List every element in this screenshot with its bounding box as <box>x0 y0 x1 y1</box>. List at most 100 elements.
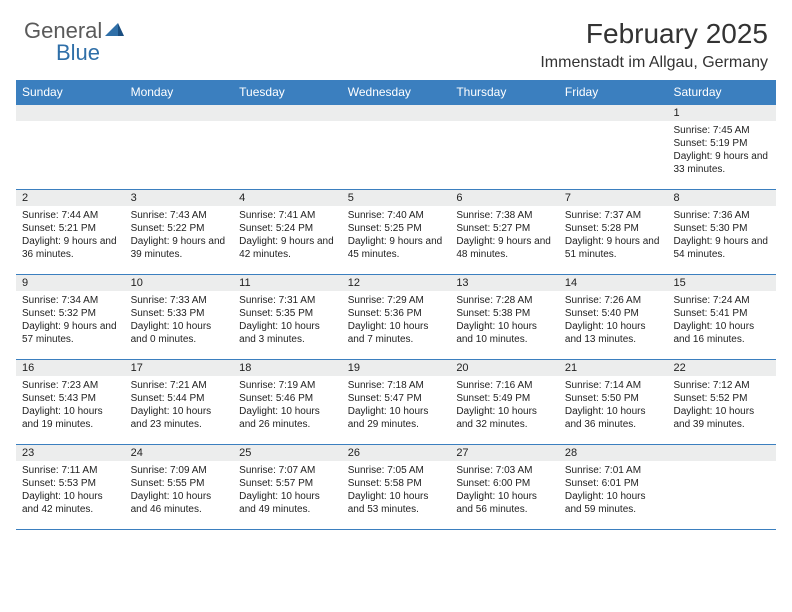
daylight-text: Daylight: 10 hours and 56 minutes. <box>456 490 553 516</box>
sunrise-text: Sunrise: 7:45 AM <box>673 124 770 137</box>
sunrise-text: Sunrise: 7:26 AM <box>565 294 662 307</box>
day-number: 2 <box>16 190 125 206</box>
daylight-text: Daylight: 10 hours and 46 minutes. <box>131 490 228 516</box>
daylight-text: Daylight: 10 hours and 3 minutes. <box>239 320 336 346</box>
sunset-text: Sunset: 5:22 PM <box>131 222 228 235</box>
daylight-text: Daylight: 10 hours and 32 minutes. <box>456 405 553 431</box>
day-body: Sunrise: 7:41 AMSunset: 5:24 PMDaylight:… <box>233 206 342 265</box>
sunrise-text: Sunrise: 7:41 AM <box>239 209 336 222</box>
sunrise-text: Sunrise: 7:14 AM <box>565 379 662 392</box>
day-cell <box>342 105 451 189</box>
day-number <box>342 105 451 121</box>
sunrise-text: Sunrise: 7:31 AM <box>239 294 336 307</box>
day-cell <box>450 105 559 189</box>
day-number: 16 <box>16 360 125 376</box>
day-body: Sunrise: 7:34 AMSunset: 5:32 PMDaylight:… <box>16 291 125 350</box>
sunrise-text: Sunrise: 7:23 AM <box>22 379 119 392</box>
day-body: Sunrise: 7:26 AMSunset: 5:40 PMDaylight:… <box>559 291 668 350</box>
daylight-text: Daylight: 9 hours and 48 minutes. <box>456 235 553 261</box>
sunrise-text: Sunrise: 7:07 AM <box>239 464 336 477</box>
location-label: Immenstadt im Allgau, Germany <box>540 54 768 72</box>
daylight-text: Daylight: 10 hours and 13 minutes. <box>565 320 662 346</box>
daylight-text: Daylight: 9 hours and 57 minutes. <box>22 320 119 346</box>
sunset-text: Sunset: 5:36 PM <box>348 307 445 320</box>
day-cell: 2Sunrise: 7:44 AMSunset: 5:21 PMDaylight… <box>16 190 125 274</box>
day-body: Sunrise: 7:23 AMSunset: 5:43 PMDaylight:… <box>16 376 125 435</box>
daylight-text: Daylight: 9 hours and 54 minutes. <box>673 235 770 261</box>
day-number: 10 <box>125 275 234 291</box>
sunset-text: Sunset: 5:53 PM <box>22 477 119 490</box>
day-cell: 20Sunrise: 7:16 AMSunset: 5:49 PMDayligh… <box>450 360 559 444</box>
day-body: Sunrise: 7:19 AMSunset: 5:46 PMDaylight:… <box>233 376 342 435</box>
daylight-text: Daylight: 10 hours and 42 minutes. <box>22 490 119 516</box>
day-number: 18 <box>233 360 342 376</box>
day-number <box>233 105 342 121</box>
day-number: 1 <box>667 105 776 121</box>
sunset-text: Sunset: 5:44 PM <box>131 392 228 405</box>
sunset-text: Sunset: 5:40 PM <box>565 307 662 320</box>
day-number: 24 <box>125 445 234 461</box>
day-number: 8 <box>667 190 776 206</box>
day-cell <box>667 445 776 529</box>
sunset-text: Sunset: 5:43 PM <box>22 392 119 405</box>
day-cell <box>559 105 668 189</box>
day-cell: 4Sunrise: 7:41 AMSunset: 5:24 PMDaylight… <box>233 190 342 274</box>
day-number: 22 <box>667 360 776 376</box>
daylight-text: Daylight: 10 hours and 19 minutes. <box>22 405 119 431</box>
day-cell <box>16 105 125 189</box>
sunrise-text: Sunrise: 7:44 AM <box>22 209 119 222</box>
day-cell: 21Sunrise: 7:14 AMSunset: 5:50 PMDayligh… <box>559 360 668 444</box>
daylight-text: Daylight: 9 hours and 42 minutes. <box>239 235 336 261</box>
logo: General Blue <box>24 18 127 44</box>
sunset-text: Sunset: 5:46 PM <box>239 392 336 405</box>
day-body: Sunrise: 7:44 AMSunset: 5:21 PMDaylight:… <box>16 206 125 265</box>
day-number: 6 <box>450 190 559 206</box>
day-cell: 25Sunrise: 7:07 AMSunset: 5:57 PMDayligh… <box>233 445 342 529</box>
sunrise-text: Sunrise: 7:33 AM <box>131 294 228 307</box>
day-cell: 24Sunrise: 7:09 AMSunset: 5:55 PMDayligh… <box>125 445 234 529</box>
daylight-text: Daylight: 10 hours and 7 minutes. <box>348 320 445 346</box>
sunset-text: Sunset: 5:49 PM <box>456 392 553 405</box>
sunrise-text: Sunrise: 7:28 AM <box>456 294 553 307</box>
day-cell: 22Sunrise: 7:12 AMSunset: 5:52 PMDayligh… <box>667 360 776 444</box>
sunset-text: Sunset: 5:28 PM <box>565 222 662 235</box>
day-cell: 23Sunrise: 7:11 AMSunset: 5:53 PMDayligh… <box>16 445 125 529</box>
sunrise-text: Sunrise: 7:36 AM <box>673 209 770 222</box>
title-block: February 2025 Immenstadt im Allgau, Germ… <box>540 18 768 72</box>
day-number: 12 <box>342 275 451 291</box>
day-body: Sunrise: 7:28 AMSunset: 5:38 PMDaylight:… <box>450 291 559 350</box>
day-number <box>125 105 234 121</box>
day-number <box>667 445 776 461</box>
daylight-text: Daylight: 10 hours and 59 minutes. <box>565 490 662 516</box>
header: General Blue February 2025 Immenstadt im… <box>0 0 792 80</box>
day-number: 27 <box>450 445 559 461</box>
dayheader-sunday: Sunday <box>16 80 125 104</box>
day-body: Sunrise: 7:43 AMSunset: 5:22 PMDaylight:… <box>125 206 234 265</box>
sunset-text: Sunset: 5:38 PM <box>456 307 553 320</box>
sunrise-text: Sunrise: 7:21 AM <box>131 379 228 392</box>
day-cell: 5Sunrise: 7:40 AMSunset: 5:25 PMDaylight… <box>342 190 451 274</box>
day-number <box>16 105 125 121</box>
dayheader-thursday: Thursday <box>450 80 559 104</box>
calendar: Sunday Monday Tuesday Wednesday Thursday… <box>0 80 792 530</box>
day-cell <box>233 105 342 189</box>
day-number: 7 <box>559 190 668 206</box>
day-number: 23 <box>16 445 125 461</box>
day-body: Sunrise: 7:45 AMSunset: 5:19 PMDaylight:… <box>667 121 776 180</box>
sunset-text: Sunset: 5:33 PM <box>131 307 228 320</box>
month-title: February 2025 <box>540 18 768 50</box>
sunrise-text: Sunrise: 7:40 AM <box>348 209 445 222</box>
sunset-text: Sunset: 5:57 PM <box>239 477 336 490</box>
sunrise-text: Sunrise: 7:24 AM <box>673 294 770 307</box>
sunset-text: Sunset: 6:01 PM <box>565 477 662 490</box>
daylight-text: Daylight: 9 hours and 36 minutes. <box>22 235 119 261</box>
week-row: 1Sunrise: 7:45 AMSunset: 5:19 PMDaylight… <box>16 104 776 189</box>
daylight-text: Daylight: 10 hours and 39 minutes. <box>673 405 770 431</box>
day-cell: 15Sunrise: 7:24 AMSunset: 5:41 PMDayligh… <box>667 275 776 359</box>
daylight-text: Daylight: 10 hours and 49 minutes. <box>239 490 336 516</box>
day-cell: 28Sunrise: 7:01 AMSunset: 6:01 PMDayligh… <box>559 445 668 529</box>
sunrise-text: Sunrise: 7:01 AM <box>565 464 662 477</box>
daylight-text: Daylight: 10 hours and 29 minutes. <box>348 405 445 431</box>
week-row: 9Sunrise: 7:34 AMSunset: 5:32 PMDaylight… <box>16 274 776 359</box>
day-cell: 19Sunrise: 7:18 AMSunset: 5:47 PMDayligh… <box>342 360 451 444</box>
